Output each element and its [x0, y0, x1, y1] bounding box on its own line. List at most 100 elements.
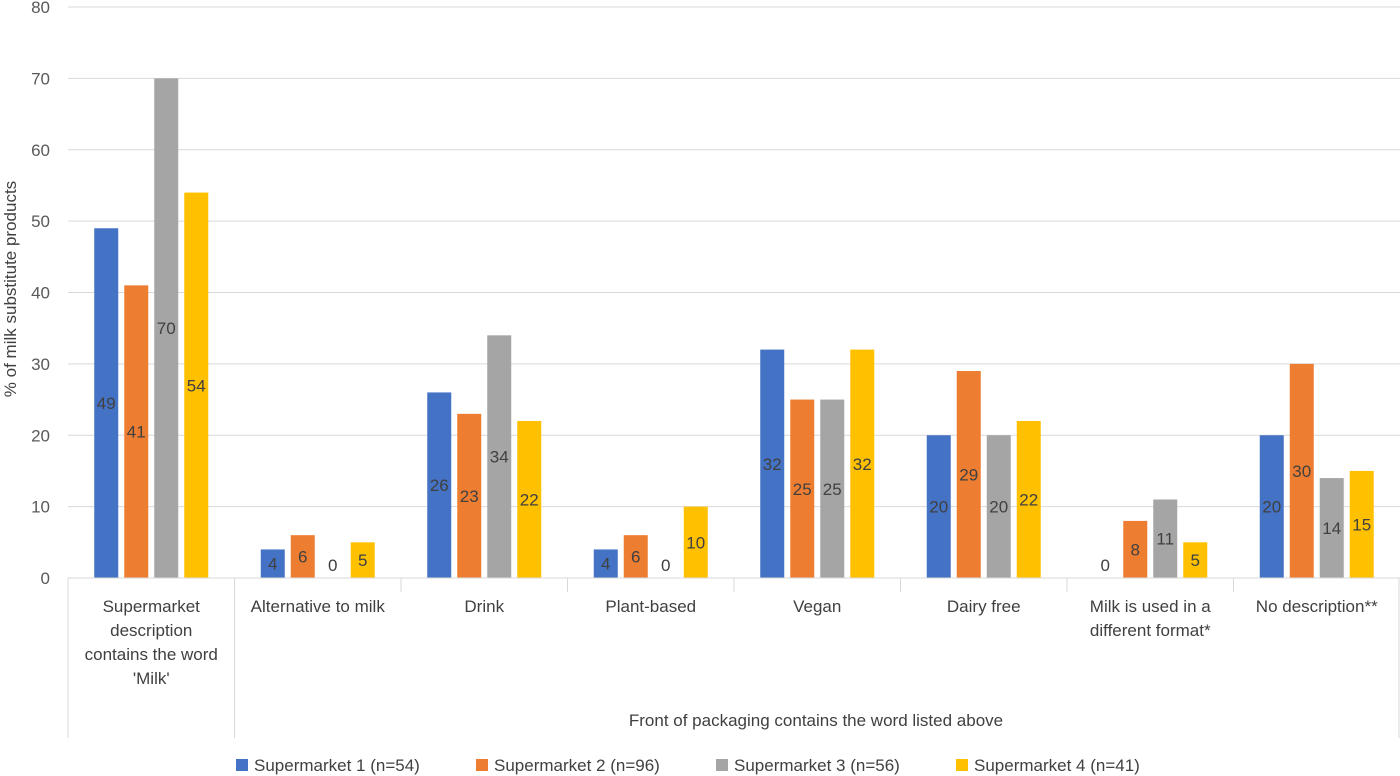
bar: [1319, 478, 1344, 578]
data-label: 6: [298, 548, 307, 567]
x-axis-group-title: Front of packaging contains the word lis…: [629, 711, 1003, 730]
category-label-line: Alternative to milk: [251, 597, 386, 616]
data-label: 54: [187, 376, 206, 395]
legend-swatch: [236, 759, 248, 771]
data-label: 26: [430, 476, 449, 495]
data-label: 4: [601, 555, 610, 574]
category-label-line: 'Milk': [133, 669, 170, 688]
data-label: 49: [97, 394, 116, 413]
bar: [850, 349, 875, 578]
category-label-line: description: [110, 621, 192, 640]
category-label: Dairy free: [947, 597, 1021, 616]
category-label-line: No description**: [1256, 597, 1378, 616]
data-label: 0: [328, 556, 337, 575]
legend-label: Supermarket 4 (n=41): [974, 756, 1140, 775]
data-labels: 49 41 70 54 4 6 0 5 26 23 34 22 4 6 0 10 32 25 25 32 20 29 20 2…: [97, 319, 1371, 575]
y-tick-label: 40: [31, 284, 50, 303]
y-tick-label: 30: [31, 355, 50, 374]
bar: [290, 535, 315, 578]
data-label: 5: [1191, 551, 1200, 570]
category-label-line: contains the word: [85, 645, 218, 664]
bar: [623, 535, 648, 578]
bars: [94, 78, 1374, 578]
y-tick-label: 0: [41, 569, 50, 588]
category-label-line: Plant-based: [605, 597, 696, 616]
bar: [956, 371, 981, 578]
legend-swatch: [956, 759, 968, 771]
data-label: 11: [1156, 530, 1174, 549]
bar: [760, 349, 785, 578]
data-label: 30: [1292, 462, 1311, 481]
legend-label: Supermarket 3 (n=56): [734, 756, 900, 775]
data-label: 25: [823, 480, 842, 499]
bar: [1183, 542, 1208, 578]
legend-swatch: [476, 759, 488, 771]
data-label: 6: [631, 548, 640, 567]
bar: [154, 78, 179, 578]
y-tick-label: 60: [31, 141, 50, 160]
bar: [1153, 499, 1178, 578]
y-tick-label: 80: [31, 0, 50, 17]
category-label: Milk is used in a different format*: [1090, 597, 1211, 640]
data-label: 8: [1131, 540, 1140, 559]
bar: [926, 435, 951, 578]
bar: [683, 506, 708, 578]
gridlines: [68, 6, 1400, 508]
bar: [1349, 470, 1374, 578]
category-label-line: Milk is used in a: [1090, 597, 1211, 616]
bar: [184, 192, 209, 578]
data-label: 5: [358, 551, 367, 570]
bar: [1123, 520, 1148, 578]
data-label: 32: [763, 455, 782, 474]
data-label: 10: [686, 533, 705, 552]
bar: [457, 413, 482, 578]
bar: [593, 549, 618, 578]
category-label-line: Dairy free: [947, 597, 1021, 616]
bar: [790, 399, 815, 578]
category-label-line: Supermarket: [103, 597, 201, 616]
y-axis-title: % of milk substitute products: [1, 181, 20, 397]
data-label: 23: [460, 487, 479, 506]
data-label: 15: [1352, 515, 1371, 534]
bar: [820, 399, 845, 578]
data-label: 32: [853, 455, 872, 474]
data-label: 34: [490, 448, 509, 467]
category-label: Alternative to milk: [251, 597, 386, 616]
bar: [1016, 420, 1041, 578]
y-tick-label: 20: [31, 426, 50, 445]
category-label-line: Vegan: [793, 597, 841, 616]
category-label-line: different format*: [1090, 621, 1211, 640]
legend: Supermarket 1 (n=54) Supermarket 2 (n=96)…: [236, 756, 1140, 775]
data-label: 20: [989, 498, 1008, 517]
bar: [487, 335, 512, 578]
data-label: 22: [1019, 490, 1038, 509]
data-label: 0: [1101, 556, 1110, 575]
bar: [986, 435, 1011, 578]
y-tick-label: 50: [31, 212, 50, 231]
category-label: Drink: [464, 597, 504, 616]
bar: [124, 285, 149, 578]
legend-swatch: [716, 759, 728, 771]
category-label: Supermarket description contains the word '…: [85, 597, 218, 688]
y-tick-label: 70: [31, 69, 50, 88]
category-label: Plant-based: [605, 597, 696, 616]
bar: [1289, 363, 1314, 578]
data-label: 22: [520, 490, 539, 509]
bar: [350, 542, 375, 578]
bar: [517, 420, 542, 578]
category-label: Vegan: [793, 597, 841, 616]
y-tick-label: 10: [31, 498, 50, 517]
data-label: 41: [127, 423, 146, 442]
data-label: 14: [1322, 519, 1341, 538]
data-label: 25: [793, 480, 812, 499]
data-label: 20: [929, 498, 948, 517]
data-label: 20: [1262, 498, 1281, 517]
legend-label: Supermarket 1 (n=54): [254, 756, 420, 775]
legend-label: Supermarket 2 (n=96): [494, 756, 660, 775]
category-label: No description**: [1256, 597, 1378, 616]
bar: [1259, 435, 1284, 578]
bar: [260, 549, 285, 578]
x-axis-categories: Supermarket description contains the word '…: [85, 597, 1378, 688]
data-label: 70: [157, 319, 176, 338]
